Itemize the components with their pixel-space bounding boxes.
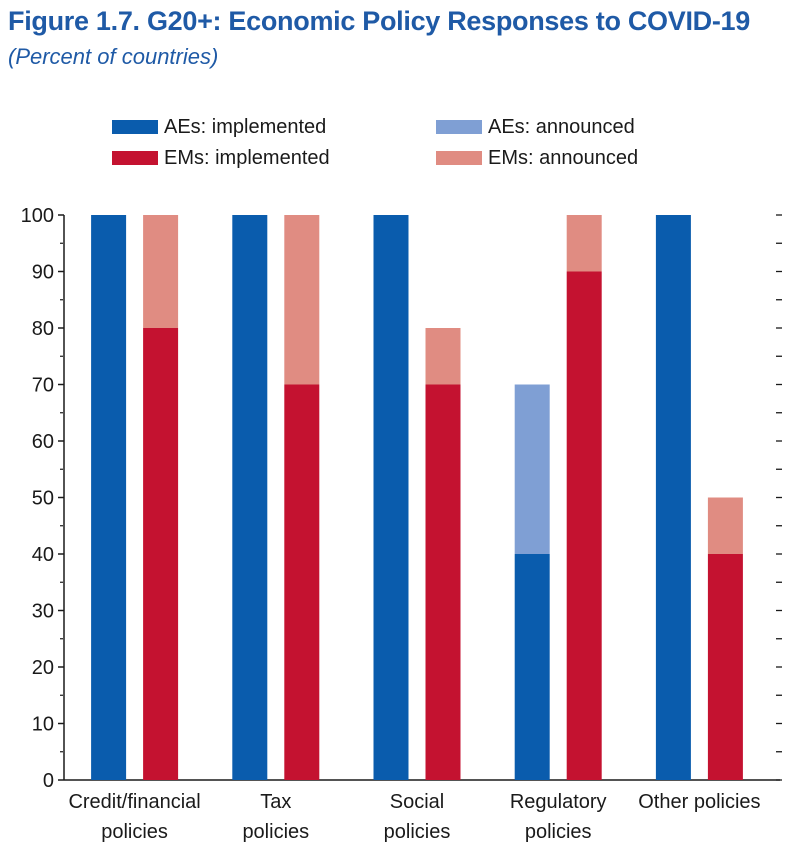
y-tick-label: 30 <box>32 601 54 623</box>
bar-aes-implemented-1 <box>232 215 268 780</box>
legend-label-ems-implemented: EMs: implemented <box>164 146 330 169</box>
bar-ems-implemented-3 <box>566 271 602 780</box>
y-tick-label: 100 <box>21 205 54 227</box>
x-axis-labels: Credit/financial policies Tax policies Socia… <box>68 791 760 843</box>
x-tick-label: policies <box>384 821 451 843</box>
y-tick-label: 10 <box>32 714 54 736</box>
bar-aes-implemented-4 <box>655 215 691 780</box>
bar-aes-implemented-0 <box>91 215 127 780</box>
bar-ems-announced-1 <box>284 215 320 385</box>
legend-swatch-ems-announced <box>436 151 482 165</box>
y-tick-label: 40 <box>32 544 54 566</box>
x-tick-label: Tax <box>260 791 291 813</box>
legend-swatch-aes-announced <box>436 120 482 134</box>
bar-ems-implemented-1 <box>284 384 320 780</box>
x-tick-label: Regulatory <box>510 791 607 813</box>
y-tick-label: 50 <box>32 488 54 510</box>
legend-label-aes-implemented: AEs: implemented <box>164 115 327 138</box>
bar-aes-implemented-3 <box>514 554 550 780</box>
x-tick-label: policies <box>101 821 168 843</box>
x-tick-label: Social <box>390 791 444 813</box>
x-tick-label: Credit/financial <box>68 791 200 813</box>
legend-item-ems-implemented: EMs: implemented <box>112 145 330 171</box>
bar-ems-announced-0 <box>143 215 179 328</box>
y-tick-label: 70 <box>32 375 54 397</box>
y-tick-label: 90 <box>32 262 54 284</box>
bar-ems-announced-3 <box>566 215 602 272</box>
bar-ems-announced-2 <box>425 328 461 385</box>
x-tick-label: policies <box>242 821 309 843</box>
legend-label-aes-announced: AEs: announced <box>488 115 635 138</box>
chart-title: Figure 1.7. G20+: Economic Policy Respon… <box>8 6 750 36</box>
legend-swatch-aes-implemented <box>112 120 158 134</box>
bar-ems-implemented-0 <box>143 328 179 780</box>
legend-item-ems-announced: EMs: announced <box>436 145 638 171</box>
y-tick-label: 20 <box>32 657 54 679</box>
legend-label-ems-announced: EMs: announced <box>488 146 639 169</box>
legend-item-aes-implemented: AEs: implemented <box>112 114 326 140</box>
x-tick-label: Other policies <box>638 791 760 813</box>
bar-ems-announced-4 <box>707 497 743 554</box>
chart-bars <box>91 215 743 780</box>
chart-subtitle: (Percent of countries) <box>8 44 219 69</box>
bar-aes-announced-3 <box>514 384 550 554</box>
y-tick-label: 60 <box>32 431 54 453</box>
y-tick-label: 80 <box>32 318 54 340</box>
legend-item-aes-announced: AEs: announced <box>436 114 635 140</box>
y-tick-label: 0 <box>43 770 54 792</box>
legend-swatch-ems-implemented <box>112 151 158 165</box>
x-tick-label: policies <box>525 821 592 843</box>
bar-ems-implemented-2 <box>425 384 461 780</box>
bar-aes-implemented-2 <box>373 215 409 780</box>
bar-ems-implemented-4 <box>707 554 743 780</box>
